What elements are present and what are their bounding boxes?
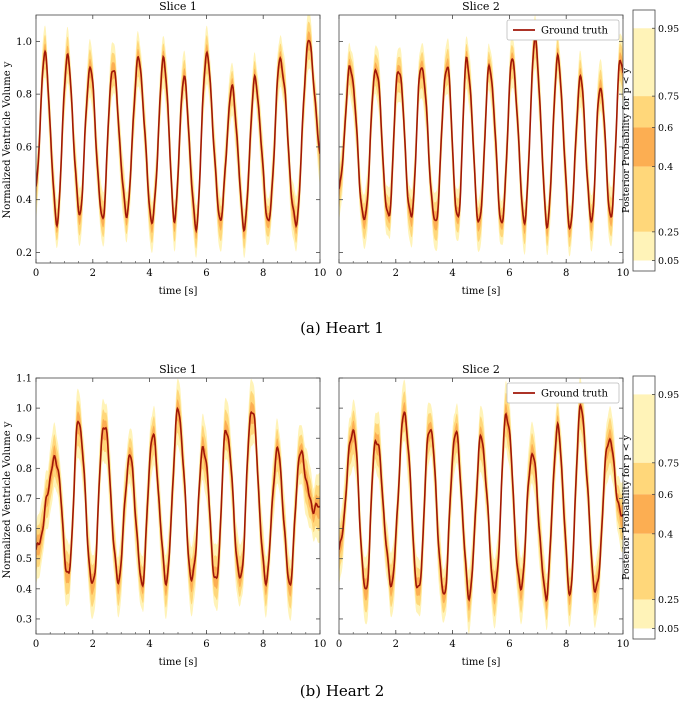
x-axis-label-panel-1: time [s] <box>159 286 198 297</box>
colorbar-tick-label: 0.6 <box>658 490 673 501</box>
x-tick-label: 4 <box>146 268 152 279</box>
legend-panel-4: Ground truth <box>506 382 620 404</box>
caption-heart-1: (a) Heart 1 <box>300 319 384 337</box>
colorbar-tick-label: 0.25 <box>658 227 679 238</box>
x-tick-label: 8 <box>260 639 266 650</box>
y-tick-label: 0.9 <box>16 434 32 445</box>
colorbar-tick-label: 0.6 <box>658 123 673 134</box>
ground-truth-line-panel-1 <box>36 39 320 234</box>
chart-panel-3: Slice 1 0 2 4 6 8 10 time [s] 0.3 0.4 0.5 0.6 0.7 0.8… <box>16 363 326 668</box>
x-tick-label: 8 <box>563 268 569 279</box>
colorbar-tick-label: 0.75 <box>658 458 679 469</box>
colorbar-label: Posterior Probability for p < y <box>621 67 632 213</box>
colorbar-tick-label: 0.4 <box>658 162 673 173</box>
x-tick-label: 4 <box>449 639 455 650</box>
panel-title-4: Slice 2 <box>462 363 500 376</box>
y-tick-label: 0.6 <box>16 524 32 535</box>
colorbar-tick-label: 0.75 <box>658 92 679 103</box>
ground-truth-line-panel-2 <box>339 36 623 231</box>
y-tick-label: 1.0 <box>16 37 32 48</box>
colorbar-tick-label: 0.25 <box>658 595 679 606</box>
chart-panel-1: Slice 1 0 2 4 6 8 10 time [s] 0.2 0.4 0.6 0.8 1.0 <box>16 0 326 297</box>
colorbar-tick-label: 0.95 <box>658 390 679 401</box>
ylabel-heart-1: Normalized Ventricle Volume y <box>2 61 13 218</box>
band-25-75-panel-4 <box>339 386 623 623</box>
x-tick-label: 2 <box>393 268 399 279</box>
y-tick-label: 0.4 <box>16 584 32 595</box>
x-tick-label: 6 <box>203 268 209 279</box>
x-tick-label: 2 <box>90 268 96 279</box>
x-tick-label: 10 <box>314 639 327 650</box>
panel-title-1: Slice 1 <box>159 0 197 13</box>
x-tick-label: 8 <box>563 639 569 650</box>
chart-panel-2: Slice 2 0 2 4 6 8 10 time [s] Ground truth <box>336 0 630 297</box>
colorbar-label: Posterior Probability for p < y <box>621 434 632 580</box>
chart-panel-4: Slice 2 0 2 4 6 8 10 time [s] Ground truth <box>336 363 630 668</box>
x-tick-label: 0 <box>33 268 39 279</box>
x-tick-label: 0 <box>33 639 39 650</box>
ground-truth-line-panel-3 <box>36 406 320 588</box>
x-tick-label: 4 <box>146 639 152 650</box>
y-tick-label: 0.3 <box>16 614 32 625</box>
y-tick-label: 1.1 <box>16 374 32 385</box>
band-05-95-panel-1 <box>36 15 320 258</box>
x-tick-label: 2 <box>90 639 96 650</box>
panel-title-2: Slice 2 <box>462 0 500 13</box>
legend-panel-2: Ground truth <box>506 19 620 41</box>
x-tick-label: 10 <box>617 268 630 279</box>
legend-label-ground-truth: Ground truth <box>541 389 609 400</box>
y-tick-label: 0.6 <box>16 142 32 153</box>
legend-label-ground-truth: Ground truth <box>541 26 609 37</box>
x-tick-label: 4 <box>449 268 455 279</box>
x-tick-label: 10 <box>617 639 630 650</box>
y-tick-label: 1.0 <box>16 404 32 415</box>
y-tick-label: 0.5 <box>16 554 32 565</box>
y-tick-label: 0.2 <box>16 248 32 259</box>
x-axis-label-panel-2: time [s] <box>462 286 501 297</box>
colorbar-tick-label: 0.05 <box>658 624 679 635</box>
y-tick-label: 0.8 <box>16 90 32 101</box>
colorbar-tick-label: 0.95 <box>658 24 679 35</box>
y-tick-label: 0.4 <box>16 195 32 206</box>
ground-truth-line-panel-4 <box>339 403 623 603</box>
x-tick-label: 6 <box>506 268 512 279</box>
y-tick-label: 0.7 <box>16 494 32 505</box>
ylabel-heart-2: Normalized Ventricle Volume y <box>2 421 13 578</box>
colorbar-heart-1: 0.95 0.75 0.6 0.4 0.25 0.05 Posterior Probabil… <box>621 9 679 272</box>
x-tick-label: 6 <box>506 639 512 650</box>
panel-title-3: Slice 1 <box>159 363 197 376</box>
x-tick-label: 6 <box>203 639 209 650</box>
x-tick-label: 0 <box>336 268 342 279</box>
x-axis-label-panel-3: time [s] <box>159 657 198 668</box>
x-tick-label: 8 <box>260 268 266 279</box>
x-tick-label: 10 <box>314 268 327 279</box>
colorbar-tick-label: 0.05 <box>658 256 679 267</box>
x-tick-label: 0 <box>336 639 342 650</box>
y-tick-label: 0.8 <box>16 464 32 475</box>
colorbar-tick-label: 0.4 <box>658 529 673 540</box>
colorbar-heart-2: 0.95 0.75 0.6 0.4 0.25 0.05 Posterior Probabil… <box>621 375 679 640</box>
x-tick-label: 2 <box>393 639 399 650</box>
caption-heart-2: (b) Heart 2 <box>300 682 385 700</box>
x-axis-label-panel-4: time [s] <box>462 657 501 668</box>
